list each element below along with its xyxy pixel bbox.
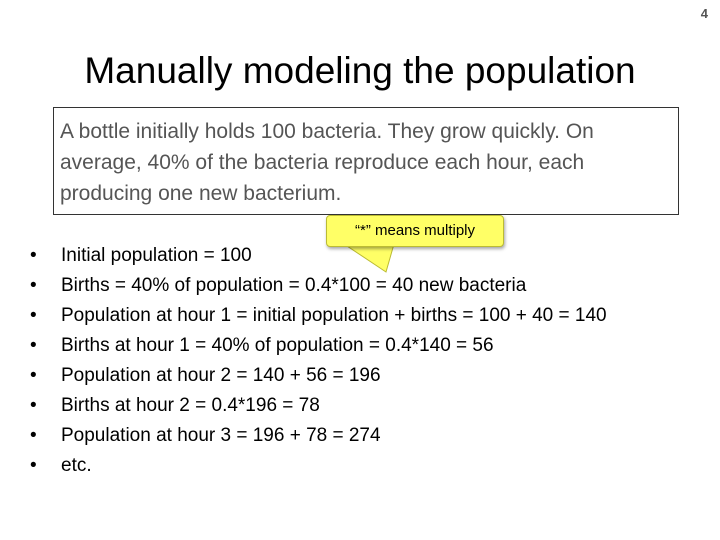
problem-statement-box: A bottle initially holds 100 bacteria. T…: [53, 107, 679, 215]
slide-title: Manually modeling the population: [84, 50, 636, 91]
problem-statement-text: A bottle initially holds 100 bacteria. T…: [60, 120, 594, 205]
list-item: Births = 40% of population = 0.4*100 = 4…: [30, 274, 680, 297]
list-item: Initial population = 100: [30, 244, 680, 267]
list-item: Population at hour 1 = initial populatio…: [30, 304, 680, 327]
list-item: etc.: [30, 454, 680, 477]
list-item: Population at hour 2 = 140 + 56 = 196: [30, 364, 680, 387]
calculation-list: Initial population = 100 Births = 40% of…: [30, 244, 680, 484]
list-item: Births at hour 1 = 40% of population = 0…: [30, 334, 680, 357]
slide-number: 4: [700, 6, 708, 21]
callout-text: “*” means multiply: [354, 222, 476, 239]
callout-pointer: [343, 244, 395, 273]
multiply-callout: “*” means multiply: [326, 215, 504, 247]
list-item: Population at hour 3 = 196 + 78 = 274: [30, 424, 680, 447]
list-item: Births at hour 2 = 0.4*196 = 78: [30, 394, 680, 417]
